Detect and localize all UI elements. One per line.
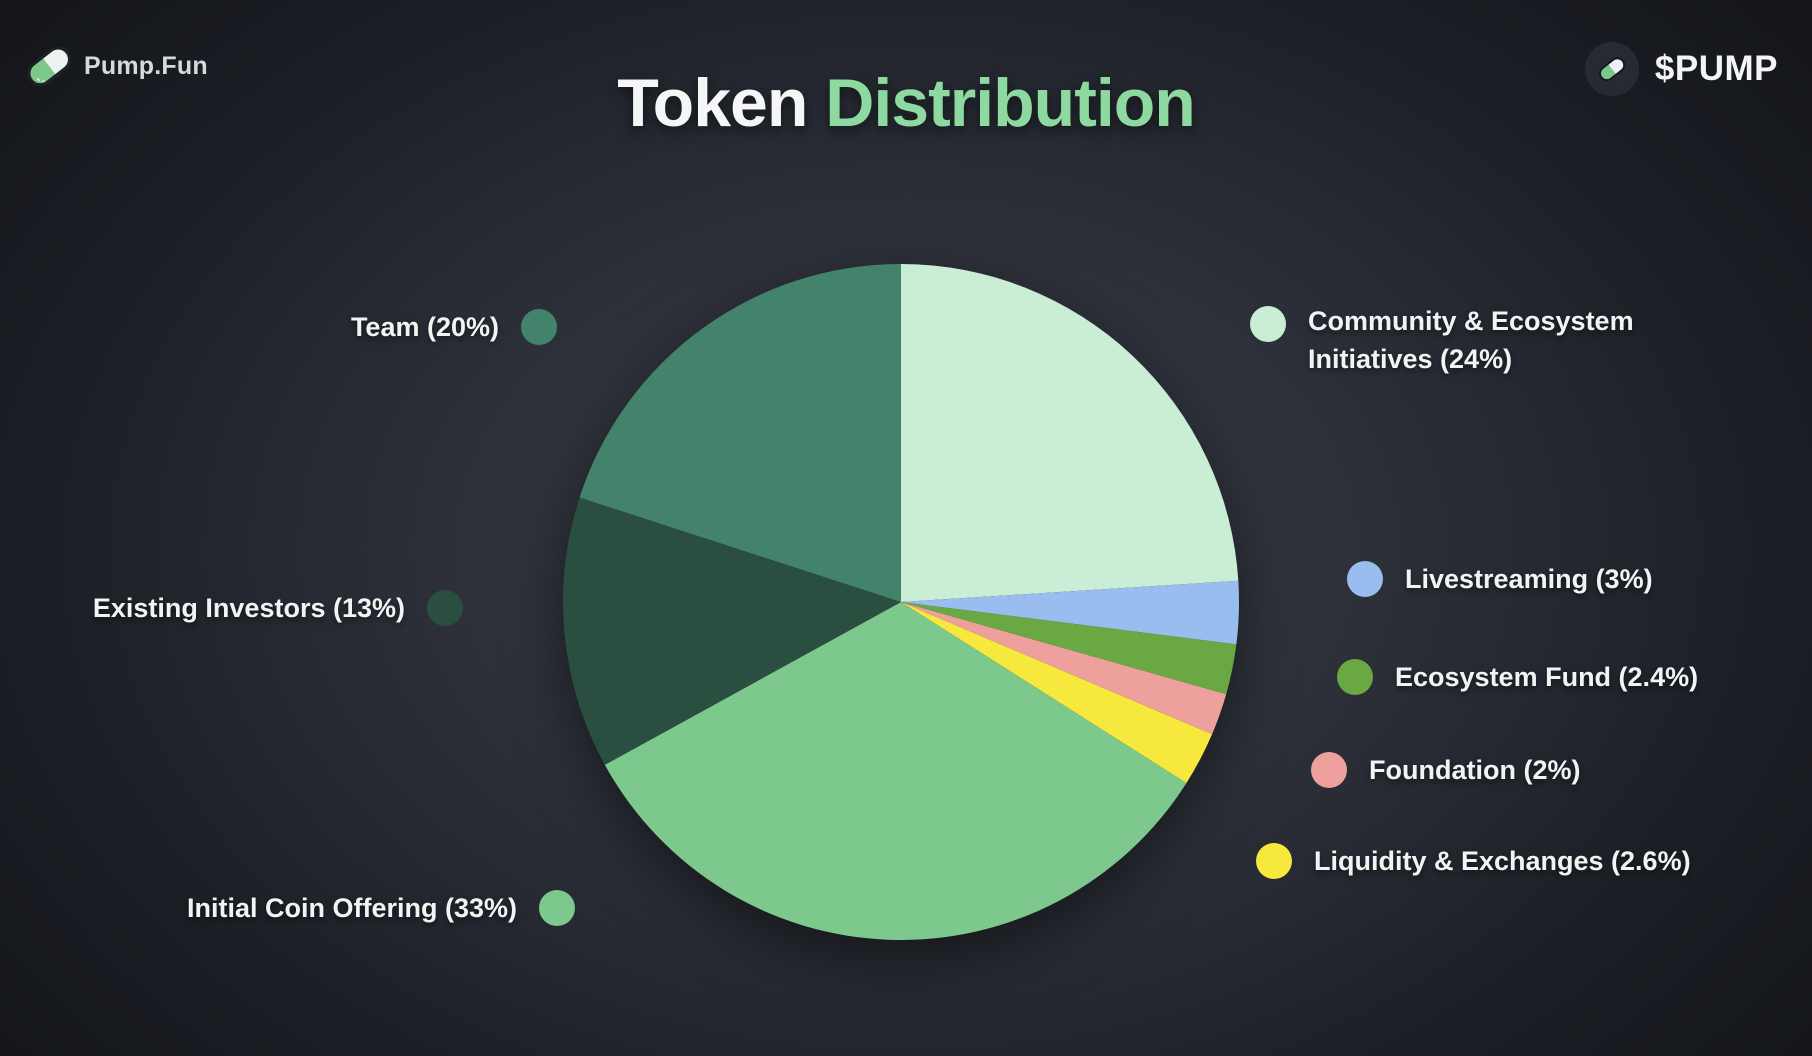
legend-item-livestreaming: Livestreaming (3%) — [1347, 561, 1653, 597]
legend-item-liquidity-exchanges: Liquidity & Exchanges (2.6%) — [1256, 843, 1691, 879]
legend-item-community: Community & Ecosystem Initiatives (24%) — [1250, 302, 1634, 378]
page-title: Token Distribution — [0, 64, 1812, 142]
brand-name: Pump.Fun — [84, 51, 208, 80]
pie-slice-team — [579, 264, 901, 602]
legend-label-ecosystem-fund: Ecosystem Fund (2.4%) — [1395, 661, 1699, 692]
pill-icon — [27, 46, 72, 87]
legend-item-initial-coin-offering: Initial Coin Offering (33%) — [187, 890, 575, 926]
legend-item-ecosystem-fund: Ecosystem Fund (2.4%) — [1337, 659, 1698, 695]
pie-chart-svg — [562, 264, 1239, 940]
token-badge: $PUMP — [1584, 42, 1778, 96]
legend-dot-existing-investors — [427, 590, 463, 626]
legend-label-initial-coin-offering: Initial Coin Offering (33%) — [186, 892, 517, 923]
legend-dot-liquidity-exchanges — [1256, 843, 1292, 879]
legend-dot-initial-coin-offering — [539, 890, 575, 926]
brand-logo: Pump.Fun — [22, 38, 208, 94]
token-ticker: $PUMP — [1654, 49, 1778, 88]
pie-slice-community — [901, 264, 1239, 602]
legend-label-livestreaming: Livestreaming (3%) — [1405, 563, 1653, 594]
legend-item-team: Team (20%) — [351, 309, 557, 345]
title-word-distribution: Distribution — [825, 65, 1196, 141]
pie-slice-liquidity-exchanges — [901, 602, 1213, 784]
title-word-token: Token — [617, 65, 808, 141]
pie-slice-existing-investors — [562, 497, 901, 765]
pie-slice-initial-coin-offering — [604, 602, 1187, 940]
pill-icon-small — [1599, 57, 1626, 81]
pie-slice-foundation — [901, 602, 1227, 735]
token-badge-circle — [1584, 42, 1639, 96]
legend-item-existing-investors: Existing Investors (13%) — [93, 590, 463, 626]
legend-dot-community — [1250, 306, 1286, 342]
pie-slice-livestreaming — [901, 580, 1239, 645]
pie-chart — [561, 262, 1241, 942]
legend-dot-foundation — [1311, 752, 1347, 788]
legend-dot-livestreaming — [1347, 561, 1383, 597]
pie-slice-ecosystem-fund — [901, 602, 1237, 695]
legend-label-foundation: Foundation (2%) — [1369, 754, 1581, 785]
legend-dot-team — [521, 309, 557, 345]
legend-item-foundation: Foundation (2%) — [1311, 752, 1580, 788]
legend-label-existing-investors: Existing Investors (13%) — [92, 592, 405, 623]
legend-label-team: Team (20%) — [350, 311, 499, 342]
legend-label-liquidity-exchanges: Liquidity & Exchanges (2.6%) — [1314, 845, 1691, 876]
legend-label-community: Community & Ecosystem Initiatives (24%) — [1308, 306, 1634, 374]
legend-dot-ecosystem-fund — [1337, 659, 1373, 695]
